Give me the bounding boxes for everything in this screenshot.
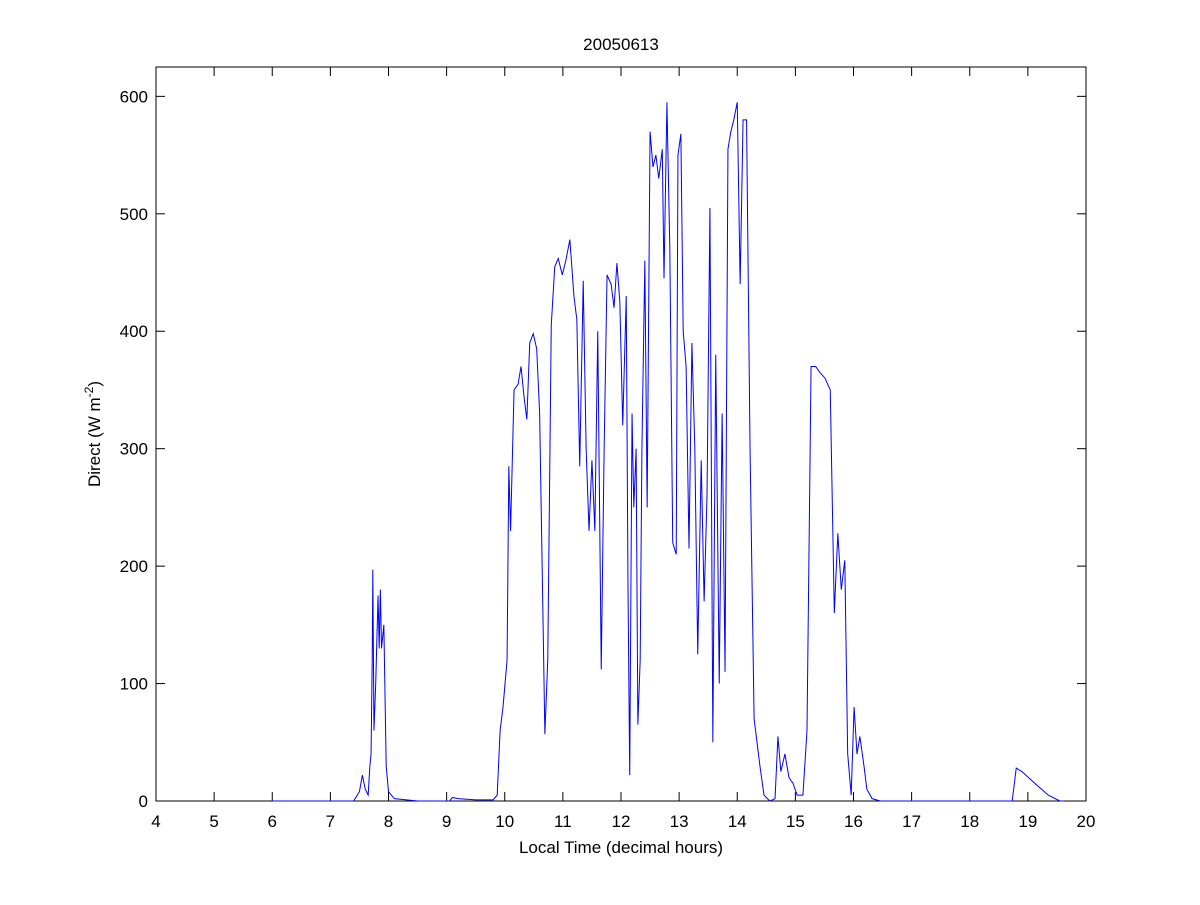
x-tick-label: 13 [670,812,689,831]
x-tick-label: 8 [384,812,393,831]
y-axis-label: Direct (W m-2) [82,381,104,487]
chart-title: 20050613 [583,35,659,54]
y-tick-label: 300 [120,440,148,459]
x-tick-label: 9 [442,812,451,831]
x-tick-label: 14 [728,812,747,831]
y-tick-label: 400 [120,322,148,341]
y-tick-label: 0 [139,792,148,811]
x-tick-label: 15 [786,812,805,831]
x-tick-label: 17 [902,812,921,831]
x-tick-label: 10 [495,812,514,831]
x-tick-label: 11 [554,812,572,831]
y-tick-label: 100 [120,675,148,694]
y-tick-label: 600 [120,87,148,106]
x-tick-label: 5 [209,812,218,831]
x-tick-label: 4 [151,812,160,831]
y-tick-label: 200 [120,557,148,576]
x-tick-label: 18 [960,812,979,831]
x-tick-label: 19 [1018,812,1037,831]
y-tick-label: 500 [120,205,148,224]
x-axis-label: Local Time (decimal hours) [519,838,723,857]
x-tick-label: 16 [844,812,863,831]
x-tick-label: 20 [1077,812,1096,831]
x-tick-label: 7 [326,812,335,831]
x-tick-label: 6 [268,812,277,831]
data-line [272,102,1064,802]
x-tick-label: 12 [612,812,631,831]
